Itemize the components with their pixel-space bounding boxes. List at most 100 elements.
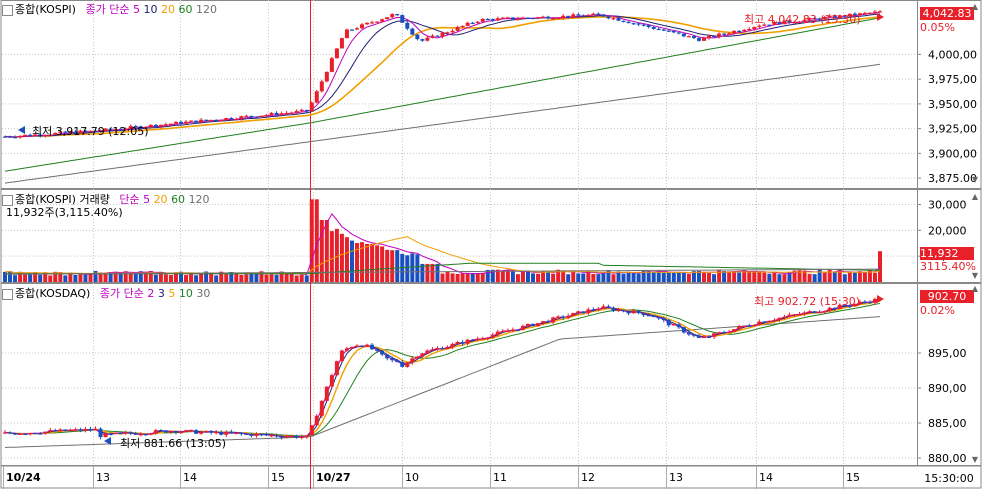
- volume-bar: [299, 274, 304, 282]
- kospi-candle-body: [279, 113, 284, 115]
- x-tick-label: 11: [493, 471, 507, 484]
- kospi-candle: [365, 22, 370, 25]
- kosdaq-candle-body: [128, 432, 133, 434]
- kosdaq-scroll-down-icon[interactable]: ▼: [971, 455, 979, 464]
- volume-bar: [370, 243, 375, 282]
- kosdaq-candle-body: [138, 434, 143, 436]
- kosdaq-candle-body: [696, 335, 701, 338]
- kosdaq-candle: [872, 297, 877, 305]
- kosdaq-candle-body: [747, 325, 752, 327]
- volume-bar: [284, 273, 289, 282]
- kospi-candle-body: [173, 121, 178, 124]
- volume-bar: [536, 273, 541, 282]
- kosdaq-candle: [465, 338, 470, 346]
- kospi-legend-checkbox[interactable]: [2, 4, 13, 16]
- kospi-y-tick-label: 3,925,00: [928, 123, 977, 136]
- kosdaq-candle-body: [661, 318, 666, 321]
- kospi-candle-body: [93, 130, 98, 132]
- kospi-candle-body: [209, 119, 214, 122]
- kosdaq-candle-body: [787, 314, 792, 317]
- volume-legend-p60: 60: [171, 193, 186, 206]
- kosdaq-candle: [344, 346, 349, 352]
- volume-scroll-up-icon[interactable]: ▲: [971, 192, 979, 201]
- kosdaq-candle: [712, 332, 717, 339]
- volume-bar: [329, 231, 334, 282]
- volume-scroll-down-icon[interactable]: ▼: [971, 271, 979, 280]
- volume-bar: [601, 273, 606, 282]
- volume-bar: [520, 272, 525, 282]
- kospi-candle-body: [314, 91, 319, 103]
- volume-bar: [28, 272, 33, 282]
- kosdaq-legend-p30: 30: [196, 287, 211, 300]
- kospi-candle: [189, 120, 194, 122]
- kospi-scroll-down-icon[interactable]: ▼: [971, 175, 979, 184]
- volume-legend-checkbox[interactable]: [2, 194, 13, 206]
- kosdaq-candle-body: [686, 332, 691, 335]
- volume-bar: [143, 272, 148, 282]
- kospi-candle-body: [546, 16, 551, 19]
- volume-bar: [158, 272, 163, 282]
- kospi-candle: [58, 130, 63, 134]
- kospi-candle: [435, 35, 440, 37]
- kospi-candle: [284, 111, 289, 115]
- kosdaq-candle: [184, 429, 189, 433]
- kosdaq-candle: [319, 400, 324, 419]
- kosdaq-candle-body: [38, 433, 43, 435]
- kosdaq-candle-body: [626, 311, 631, 314]
- kosdaq-candle-body: [475, 338, 480, 340]
- kosdaq-legend-checkbox[interactable]: [2, 288, 13, 300]
- kospi-scroll-up-icon[interactable]: ▲: [971, 2, 979, 11]
- kosdaq-candle: [742, 325, 747, 327]
- kospi-candle-body: [661, 29, 666, 31]
- kosdaq-candle: [375, 348, 380, 353]
- kosdaq-candle-body: [314, 415, 319, 426]
- kosdaq-scroll-up-icon[interactable]: ▲: [971, 284, 979, 293]
- kosdaq-candle-body: [189, 430, 194, 432]
- kosdaq-candle-body: [541, 321, 546, 324]
- volume-bar: [571, 270, 576, 282]
- kosdaq-candle-body: [294, 435, 299, 438]
- kospi-candle: [28, 133, 33, 137]
- kosdaq-candle: [430, 347, 435, 351]
- volume-legend-name: 종합(KOSPI) 거래량: [15, 193, 110, 206]
- volume-bar: [294, 275, 299, 282]
- volume-bar: [68, 272, 73, 282]
- volume-bar: [128, 273, 133, 282]
- kospi-candle-body: [571, 14, 576, 18]
- kosdaq-candle-body: [490, 334, 495, 338]
- volume-bar: [123, 271, 128, 282]
- kospi-candle: [515, 16, 520, 21]
- kosdaq-candle: [460, 339, 465, 346]
- kosdaq-candle-body: [616, 309, 621, 312]
- kospi-candle-body: [717, 33, 722, 37]
- kosdaq-candle-body: [641, 313, 646, 316]
- volume-bar: [93, 270, 98, 282]
- kosdaq-candle: [787, 312, 792, 318]
- kospi-candle-body: [742, 29, 747, 32]
- volume-bar: [244, 274, 249, 282]
- kosdaq-candle: [28, 432, 33, 436]
- volume-bar: [385, 249, 390, 282]
- kosdaq-candle-body: [83, 428, 88, 431]
- kospi-candle-body: [289, 112, 294, 114]
- kospi-candle-body: [309, 102, 314, 112]
- kospi-candle-body: [852, 13, 857, 16]
- kospi-candle: [13, 135, 18, 139]
- kosdaq-candle: [380, 350, 385, 357]
- kospi-candle-body: [365, 22, 370, 25]
- volume-bar: [546, 271, 551, 282]
- kospi-candle-body: [299, 109, 304, 112]
- volume-bars: [3, 199, 882, 282]
- kospi-candle-body: [133, 126, 138, 128]
- kosdaq-candle: [556, 315, 561, 320]
- volume-bar: [676, 271, 681, 282]
- kosdaq-candle-body: [349, 346, 354, 349]
- volume-bar: [681, 272, 686, 282]
- volume-bar: [274, 274, 279, 282]
- kospi-candle-body: [480, 18, 485, 22]
- kospi-candle-body: [510, 17, 515, 20]
- kospi-candle: [430, 34, 435, 39]
- kosdaq-candle-body: [380, 350, 385, 355]
- kosdaq-candle-body: [390, 358, 395, 361]
